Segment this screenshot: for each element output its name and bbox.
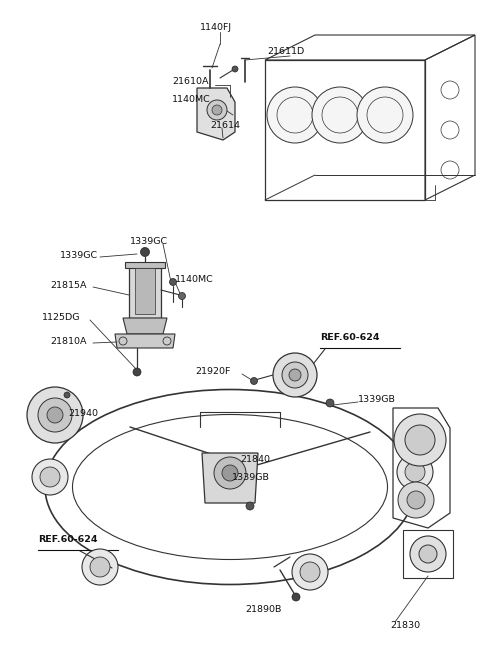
Circle shape <box>222 465 238 481</box>
Circle shape <box>90 557 110 577</box>
Text: 1140MC: 1140MC <box>175 276 214 284</box>
Text: 1140FJ: 1140FJ <box>200 24 232 33</box>
Circle shape <box>394 414 446 466</box>
Text: 21940: 21940 <box>68 409 98 417</box>
Circle shape <box>27 387 83 443</box>
Polygon shape <box>125 262 165 268</box>
Text: 1339GC: 1339GC <box>130 238 168 246</box>
Circle shape <box>273 353 317 397</box>
Text: 21610A: 21610A <box>172 77 208 86</box>
Circle shape <box>405 425 435 455</box>
Circle shape <box>169 278 177 286</box>
Text: 1339GB: 1339GB <box>358 396 396 405</box>
Text: 21830: 21830 <box>390 620 420 629</box>
Circle shape <box>207 100 227 120</box>
Text: 21810A: 21810A <box>50 337 86 346</box>
Polygon shape <box>115 334 175 348</box>
Circle shape <box>246 502 254 510</box>
Polygon shape <box>135 268 155 314</box>
Circle shape <box>407 491 425 509</box>
Circle shape <box>397 454 433 490</box>
Circle shape <box>292 554 328 590</box>
Text: 1125DG: 1125DG <box>42 314 81 322</box>
Polygon shape <box>197 88 235 140</box>
Circle shape <box>419 545 437 563</box>
Circle shape <box>267 87 323 143</box>
Text: REF.60-624: REF.60-624 <box>38 536 97 544</box>
Text: 1140MC: 1140MC <box>172 96 211 105</box>
Polygon shape <box>129 266 161 318</box>
Ellipse shape <box>72 415 387 559</box>
Circle shape <box>32 459 68 495</box>
Text: REF.60-624: REF.60-624 <box>320 333 380 343</box>
Text: 21815A: 21815A <box>50 280 86 290</box>
Circle shape <box>292 593 300 601</box>
Circle shape <box>251 377 257 384</box>
Text: 1339GC: 1339GC <box>60 250 98 259</box>
Circle shape <box>282 362 308 388</box>
Circle shape <box>141 248 149 257</box>
Circle shape <box>179 293 185 299</box>
Polygon shape <box>123 318 167 334</box>
Text: 21840: 21840 <box>240 455 270 464</box>
Text: 21890B: 21890B <box>245 605 281 614</box>
Circle shape <box>289 369 301 381</box>
Circle shape <box>357 87 413 143</box>
Polygon shape <box>202 453 258 503</box>
Circle shape <box>232 66 238 72</box>
Text: 1339GB: 1339GB <box>232 474 270 483</box>
Circle shape <box>398 482 434 518</box>
Circle shape <box>47 407 63 423</box>
Circle shape <box>326 399 334 407</box>
Circle shape <box>133 368 141 376</box>
Text: 21611D: 21611D <box>267 48 304 56</box>
Circle shape <box>300 562 320 582</box>
Circle shape <box>212 105 222 115</box>
Circle shape <box>64 392 70 398</box>
Circle shape <box>405 462 425 482</box>
Circle shape <box>214 457 246 489</box>
Circle shape <box>38 398 72 432</box>
Text: 21920F: 21920F <box>195 367 230 377</box>
Circle shape <box>40 467 60 487</box>
Circle shape <box>410 536 446 572</box>
Circle shape <box>82 549 118 585</box>
Text: 21614: 21614 <box>210 121 240 130</box>
Circle shape <box>312 87 368 143</box>
